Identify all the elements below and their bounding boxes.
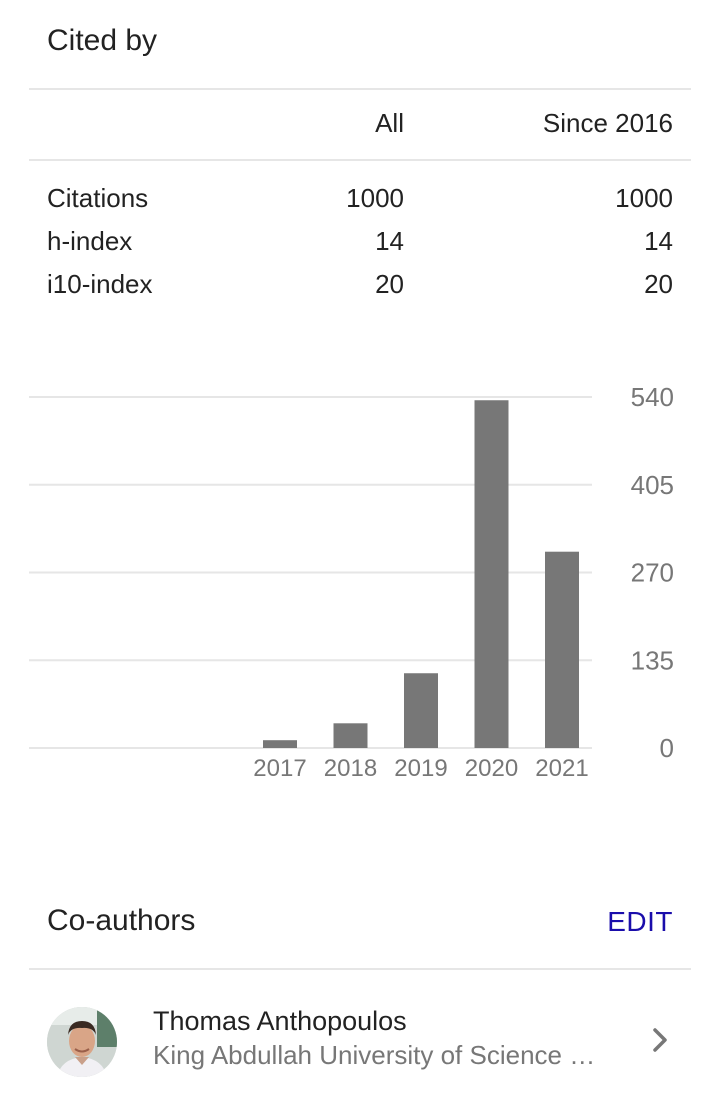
y-tick-label: 405: [631, 470, 674, 500]
divider: [29, 968, 691, 970]
metric-label[interactable]: h-index: [47, 226, 133, 256]
x-tick-label: 2021: [535, 755, 588, 782]
value-all: 1000: [346, 183, 404, 213]
y-tick-label: 540: [631, 382, 674, 412]
value-all: 14: [375, 226, 404, 256]
avatar[interactable]: [47, 1007, 117, 1077]
stats-row-citations: Citations 1000 1000: [29, 183, 691, 219]
coauthor-item[interactable]: Thomas Anthopoulos King Abdullah Univers…: [29, 990, 691, 1090]
value-since: 1000: [615, 183, 673, 213]
stats-row-i10-index: i10-index 20 20: [29, 269, 691, 305]
x-tick-label: 2019: [394, 755, 447, 782]
x-tick-label: 2020: [465, 755, 518, 782]
metric-label[interactable]: i10-index: [47, 269, 153, 299]
citations-chart: 0 135 270 405 540 2017 2018 2019 2020 2021: [29, 382, 674, 782]
bar-2019[interactable]: [404, 673, 438, 748]
value-since: 14: [644, 226, 673, 256]
y-tick-label: 270: [631, 558, 674, 588]
bar-2017[interactable]: [263, 740, 297, 748]
stats-table-header: All Since 2016: [29, 108, 691, 144]
x-tick-label: 2018: [324, 755, 377, 782]
column-header-since: Since 2016: [542, 108, 673, 138]
bar-2018[interactable]: [333, 723, 368, 748]
chevron-right-icon[interactable]: [647, 1020, 675, 1060]
edit-coauthors-button[interactable]: EDIT: [607, 906, 673, 937]
column-header-all: All: [375, 108, 404, 138]
bar-2021[interactable]: [545, 551, 579, 748]
metric-label[interactable]: Citations: [47, 183, 149, 213]
coauthor-affiliation: King Abdullah University of Science and …: [153, 1040, 603, 1070]
divider: [29, 88, 691, 90]
stats-row-h-index: h-index 14 14: [29, 226, 691, 262]
y-tick-label: 135: [631, 645, 674, 675]
bar-2020[interactable]: [474, 400, 509, 748]
divider: [29, 159, 691, 161]
avatar-photo: [47, 1007, 117, 1077]
coauthors-title: Co-authors: [47, 904, 196, 937]
x-tick-label: 2017: [253, 755, 306, 782]
y-tick-label: 0: [660, 733, 674, 763]
value-since: 20: [644, 269, 673, 299]
value-all: 20: [375, 269, 404, 299]
coauthor-name[interactable]: Thomas Anthopoulos: [153, 1006, 407, 1036]
cited-by-title: Cited by: [47, 24, 158, 57]
